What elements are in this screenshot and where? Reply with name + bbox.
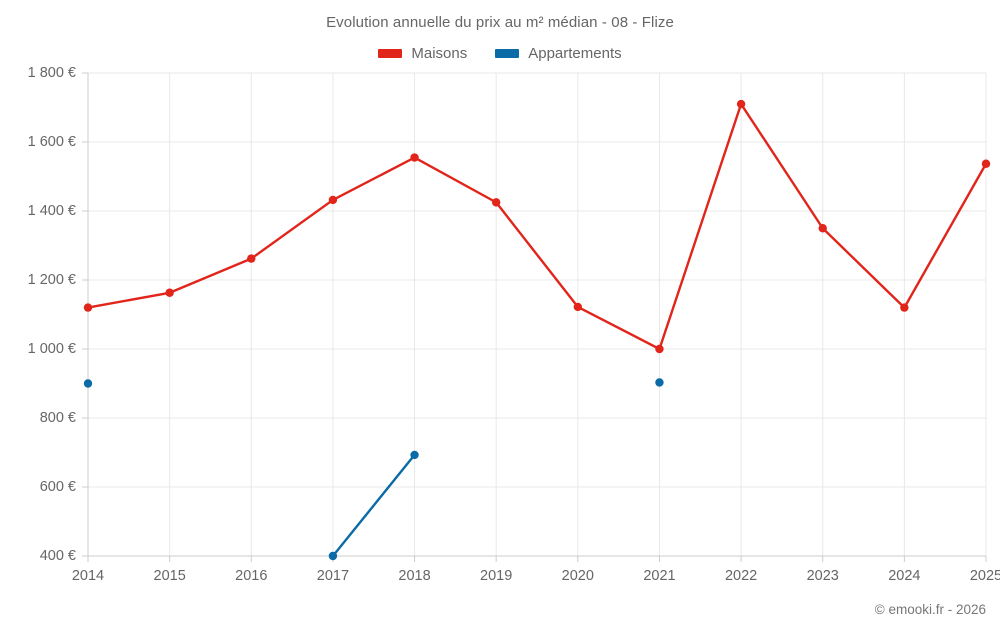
legend-item-appartements[interactable]: Appartements xyxy=(495,45,622,62)
legend-swatch-maisons xyxy=(378,49,403,58)
y-axis-tick-label: 800 € xyxy=(40,410,76,426)
data-point[interactable] xyxy=(165,288,174,297)
y-axis-tick-label: 1 400 € xyxy=(28,203,76,219)
x-axis-tick-label: 2021 xyxy=(643,568,675,584)
data-point[interactable] xyxy=(981,159,991,168)
chart-title: Evolution annuelle du prix au m² médian … xyxy=(326,14,674,31)
x-axis-tick-label: 2017 xyxy=(317,568,349,584)
legend-label-maisons: Maisons xyxy=(411,45,468,62)
x-axis-tick-label: 2016 xyxy=(235,568,267,584)
x-axis-tick-label: 2023 xyxy=(807,568,839,584)
x-axis-tick-label: 2014 xyxy=(72,568,104,584)
x-axis-tick-labels: 2014 2015 2016 2017 2018 2019 2020 2021 2022 2023… xyxy=(72,568,1000,584)
series-line xyxy=(86,102,988,351)
data-point[interactable] xyxy=(655,344,664,354)
x-axis-tick-label: 2018 xyxy=(398,568,430,584)
data-point[interactable] xyxy=(736,99,746,109)
x-axis-tick-label: 2019 xyxy=(480,568,512,584)
gridlines xyxy=(87,72,987,557)
data-point[interactable] xyxy=(83,303,93,312)
data-point[interactable] xyxy=(900,303,909,312)
x-axis-tick-label: 2022 xyxy=(725,568,757,584)
data-point[interactable] xyxy=(491,198,501,207)
axes xyxy=(82,72,987,562)
data-point[interactable] xyxy=(410,450,419,460)
data-point[interactable] xyxy=(83,379,93,388)
data-point[interactable] xyxy=(818,224,827,233)
legend-label-appartements: Appartements xyxy=(528,45,622,62)
y-axis-tick-label: 1 600 € xyxy=(28,134,76,150)
data-point[interactable] xyxy=(328,551,338,561)
data-point[interactable] xyxy=(328,195,338,205)
y-axis-tick-labels: 400 € 600 € 800 € 1 000 € 1 200 € 1 400 € 1 60… xyxy=(28,65,76,564)
legend-swatch-appartements xyxy=(495,49,520,58)
y-axis-tick-label: 400 € xyxy=(40,548,76,564)
y-axis-tick-label: 1 800 € xyxy=(28,65,76,81)
footer-credit: © emooki.fr - 2026 xyxy=(874,602,986,617)
y-axis-tick-label: 1 200 € xyxy=(28,272,76,288)
x-axis-tick-label: 2025 xyxy=(970,568,1000,584)
chart-legend: Maisons Appartements xyxy=(0,45,1000,62)
data-series xyxy=(83,99,991,561)
data-point[interactable] xyxy=(655,378,664,387)
x-axis-tick-label: 2015 xyxy=(154,568,186,584)
data-point[interactable] xyxy=(410,153,419,162)
data-point[interactable] xyxy=(573,302,583,312)
y-axis-tick-label: 1 000 € xyxy=(28,341,76,357)
y-axis-tick-label: 600 € xyxy=(40,479,76,495)
x-axis-tick-label: 2020 xyxy=(562,568,594,584)
legend-item-maisons[interactable]: Maisons xyxy=(378,45,467,62)
series-line xyxy=(331,453,416,558)
x-axis-tick-label: 2024 xyxy=(888,568,920,584)
data-point[interactable] xyxy=(247,254,256,263)
